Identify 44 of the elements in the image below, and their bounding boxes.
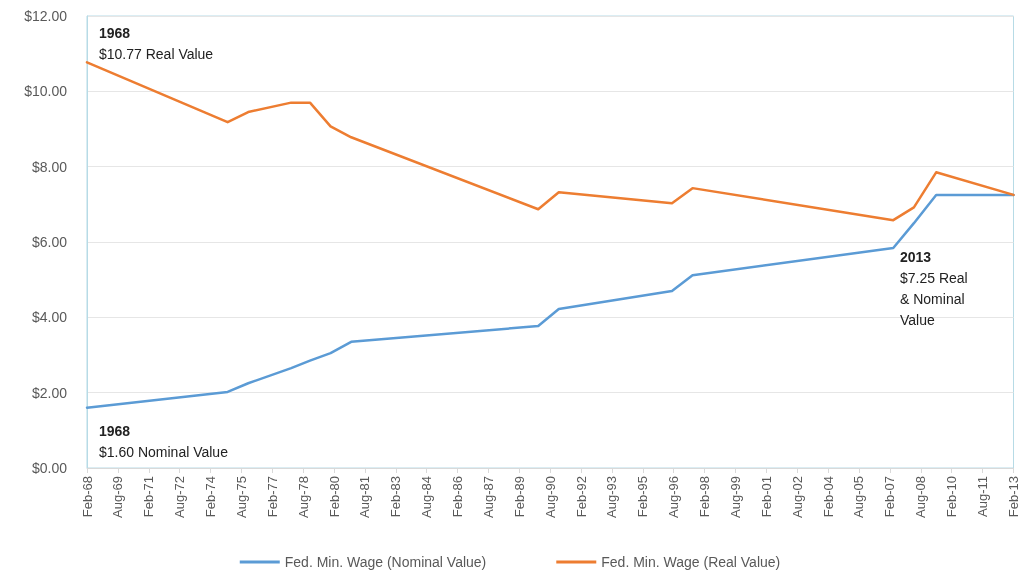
x-tick-label: Aug-02 [789,476,805,518]
x-tick-label: Aug-96 [666,476,682,518]
legend-label: Fed. Min. Wage (Real Value) [601,554,781,570]
line-series [85,61,1015,222]
x-tick-label: Feb-86 [450,476,466,518]
legend-label: Fed. Min. Wage (Nominal Value) [284,554,487,570]
x-tick-label: Aug-08 [913,476,929,518]
y-tick-label: $2.00 [31,384,68,401]
x-tick-label: Feb-10 [944,476,960,518]
y-tick-label: $6.00 [31,234,68,250]
x-tick-label: Aug-84 [419,476,435,518]
x-tick-label: Feb-07 [882,476,898,518]
x-tick-label: Feb-68 [79,476,95,518]
x-tick-label: Aug-87 [480,476,496,518]
x-tick-label: Feb-71 [141,476,157,518]
x-tick-label: Feb-74 [203,476,219,518]
x-tick-label: Aug-05 [851,476,867,518]
annotation: 1968 $10.77 Real Value [99,25,214,63]
y-tick-label: $4.00 [31,309,68,326]
annotation: 1968 $1.60 Nominal Value [99,422,229,460]
x-tick-label: Feb-13 [1006,476,1020,518]
x-tick-label: Aug-75 [233,476,249,518]
x-tick-label: Feb-04 [820,476,836,518]
x-tick-label: Aug-81 [357,476,373,518]
x-tick-label: Feb-77 [264,476,280,518]
x-tick-label: Aug-93 [604,476,620,518]
x-tick-label: Feb-92 [573,476,589,518]
y-tick-label: $8.00 [31,158,68,175]
x-tick-label: Feb-89 [511,476,527,518]
x-tick-label: Aug-11 [975,476,990,517]
x-tick-label: Aug-90 [542,476,558,518]
x-tick-label: Aug-78 [295,476,311,518]
x-tick-label: Feb-80 [326,476,342,518]
y-tick-label: $10.00 [24,83,68,100]
x-tick-label: Aug-69 [110,476,126,518]
x-tick-label: Feb-83 [388,476,404,518]
y-tick-label: $0.00 [31,460,68,476]
y-tick-label: $12.00 [24,8,68,24]
x-tick-label: Feb-95 [635,476,651,518]
x-tick-label: Feb-01 [758,476,774,518]
x-tick-label: Aug-72 [172,476,188,518]
annotation: 2013 $7.25 Real & Nominal Value [900,249,968,328]
x-tick-label: Feb-98 [697,476,713,518]
x-tick-label: Aug-99 [727,476,743,518]
